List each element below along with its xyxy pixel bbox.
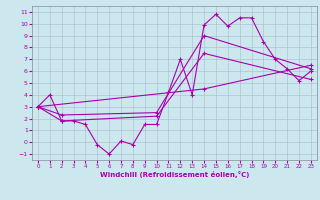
X-axis label: Windchill (Refroidissement éolien,°C): Windchill (Refroidissement éolien,°C) [100, 171, 249, 178]
